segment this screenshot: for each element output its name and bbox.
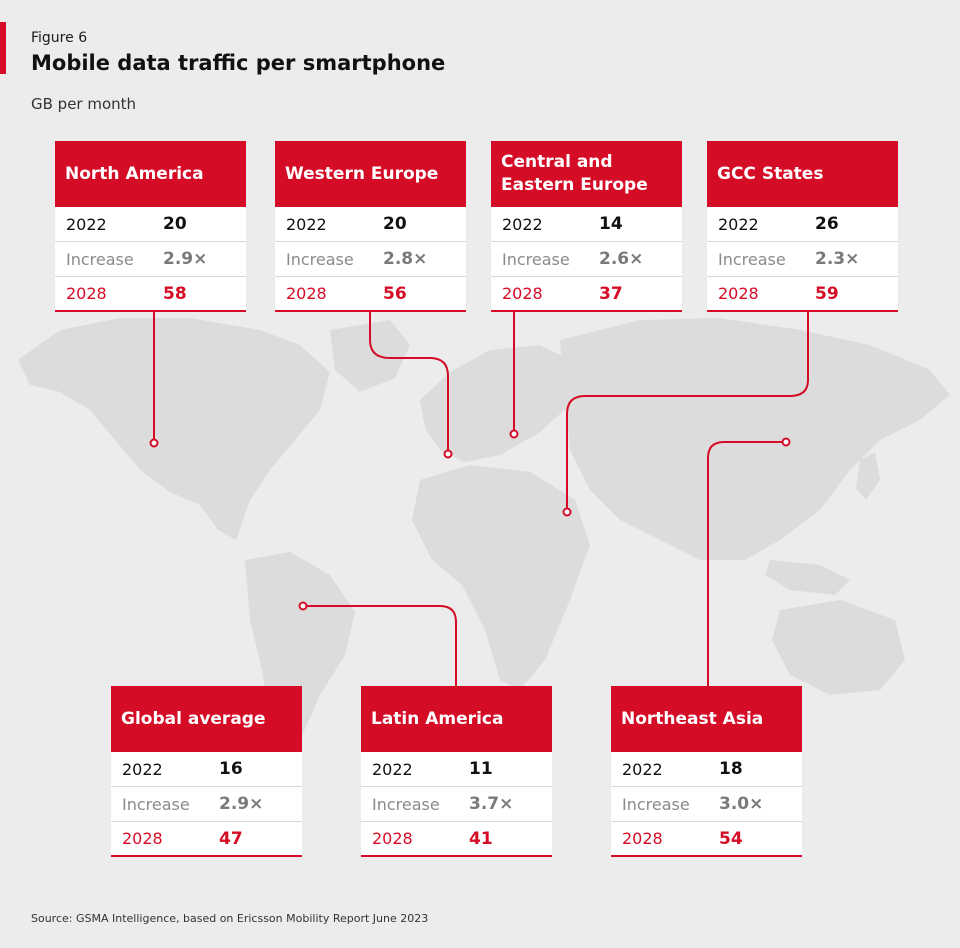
region-card-central-and-eastern-europe: Central and Eastern Europe 2022 14 Increase… — [491, 141, 682, 312]
region-title: Latin America — [361, 686, 552, 752]
value-2022: 20 — [163, 214, 187, 234]
row-increase: Increase 2.9× — [55, 242, 246, 277]
row-2022: 2022 11 — [361, 752, 552, 787]
value-2028: 41 — [469, 828, 493, 849]
value-2022: 18 — [719, 759, 743, 779]
row-2028: 2028 58 — [55, 277, 246, 312]
value-2028: 47 — [219, 828, 243, 849]
row-label: 2028 — [622, 829, 663, 848]
callout-points — [149, 429, 791, 611]
row-label: 2028 — [66, 284, 107, 303]
region-title: GCC States — [707, 141, 898, 207]
row-increase: Increase 2.3× — [707, 242, 898, 277]
value-2028: 56 — [383, 283, 407, 304]
value-increase: 2.8× — [383, 249, 428, 269]
location-dot-north-america — [149, 438, 159, 448]
value-2028: 37 — [599, 283, 623, 304]
region-title: Global average — [111, 686, 302, 752]
row-label: 2028 — [122, 829, 163, 848]
connector-line-western-europe — [369, 312, 449, 452]
location-dot-gcc-states — [562, 507, 572, 517]
row-label: Increase — [66, 249, 134, 269]
region-card-northeast-asia: Northeast Asia 2022 18 Increase 3.0× 2028 54 — [611, 686, 802, 857]
row-2022: 2022 26 — [707, 207, 898, 242]
row-label: 2022 — [122, 759, 163, 779]
value-2022: 26 — [815, 214, 839, 234]
region-title: North America — [55, 141, 246, 207]
region-card-western-europe: Western Europe 2022 20 Increase 2.8× 2028 56 — [275, 141, 466, 312]
value-2022: 16 — [219, 759, 243, 779]
source-note: Source: GSMA Intelligence, based on Eric… — [31, 912, 429, 925]
accent-bar — [0, 22, 6, 74]
row-label: 2028 — [502, 284, 543, 303]
row-label: 2022 — [502, 214, 543, 234]
value-increase: 2.6× — [599, 249, 644, 269]
value-increase: 2.9× — [219, 794, 264, 814]
unit-label: GB per month — [31, 95, 137, 113]
connector-line-latin-america — [303, 605, 457, 686]
row-2028: 2028 54 — [611, 822, 802, 857]
row-2022: 2022 20 — [55, 207, 246, 242]
value-increase: 3.0× — [719, 794, 764, 814]
row-label: 2022 — [622, 759, 663, 779]
row-label: Increase — [122, 794, 190, 814]
region-card-latin-america: Latin America 2022 11 Increase 3.7× 2028 41 — [361, 686, 552, 857]
value-increase: 2.9× — [163, 249, 208, 269]
world-map-landmass — [18, 318, 950, 760]
value-2028: 58 — [163, 283, 187, 304]
callout-lines — [153, 312, 809, 686]
row-2028: 2028 37 — [491, 277, 682, 312]
row-2022: 2022 18 — [611, 752, 802, 787]
row-2022: 2022 20 — [275, 207, 466, 242]
row-2028: 2028 47 — [111, 822, 302, 857]
row-2022: 2022 14 — [491, 207, 682, 242]
value-increase: 2.3× — [815, 249, 860, 269]
row-label: Increase — [286, 249, 354, 269]
value-2022: 14 — [599, 214, 623, 234]
value-increase: 3.7× — [469, 794, 514, 814]
figure-label: Figure 6 — [31, 30, 88, 46]
value-2022: 20 — [383, 214, 407, 234]
region-card-gcc-states: GCC States 2022 26 Increase 2.3× 2028 59 — [707, 141, 898, 312]
value-2022: 11 — [469, 759, 493, 779]
row-label: Increase — [502, 249, 570, 269]
value-2028: 54 — [719, 828, 743, 849]
row-increase: Increase 3.0× — [611, 787, 802, 822]
row-label: 2022 — [372, 759, 413, 779]
row-increase: Increase 2.9× — [111, 787, 302, 822]
region-title: Central and Eastern Europe — [491, 141, 682, 207]
region-title: Western Europe — [275, 141, 466, 207]
row-2028: 2028 59 — [707, 277, 898, 312]
row-label: 2022 — [286, 214, 327, 234]
row-2022: 2022 16 — [111, 752, 302, 787]
connector-line-gcc-states — [566, 312, 809, 512]
location-dot-western-europe — [443, 449, 453, 459]
row-label: 2028 — [286, 284, 327, 303]
region-card-north-america: North America 2022 20 Increase 2.9× 2028 58 — [55, 141, 246, 312]
figure-title: Mobile data traffic per smartphone — [31, 51, 446, 75]
row-2028: 2028 41 — [361, 822, 552, 857]
region-title: Northeast Asia — [611, 686, 802, 752]
row-2028: 2028 56 — [275, 277, 466, 312]
location-dot-northeast-asia — [781, 437, 791, 447]
row-label: Increase — [372, 794, 440, 814]
row-label: 2022 — [718, 214, 759, 234]
value-2028: 59 — [815, 283, 839, 304]
row-label: 2022 — [66, 214, 107, 234]
region-card-global-average: Global average 2022 16 Increase 2.9× 2028 47 — [111, 686, 302, 857]
row-increase: Increase 2.6× — [491, 242, 682, 277]
location-dot-latin-america — [298, 601, 308, 611]
row-increase: Increase 3.7× — [361, 787, 552, 822]
row-label: Increase — [622, 794, 690, 814]
row-label: 2028 — [372, 829, 413, 848]
row-label: 2028 — [718, 284, 759, 303]
location-dot-central-eastern-europe — [509, 429, 519, 439]
connector-line-northeast-asia — [707, 441, 784, 686]
row-increase: Increase 2.8× — [275, 242, 466, 277]
row-label: Increase — [718, 249, 786, 269]
